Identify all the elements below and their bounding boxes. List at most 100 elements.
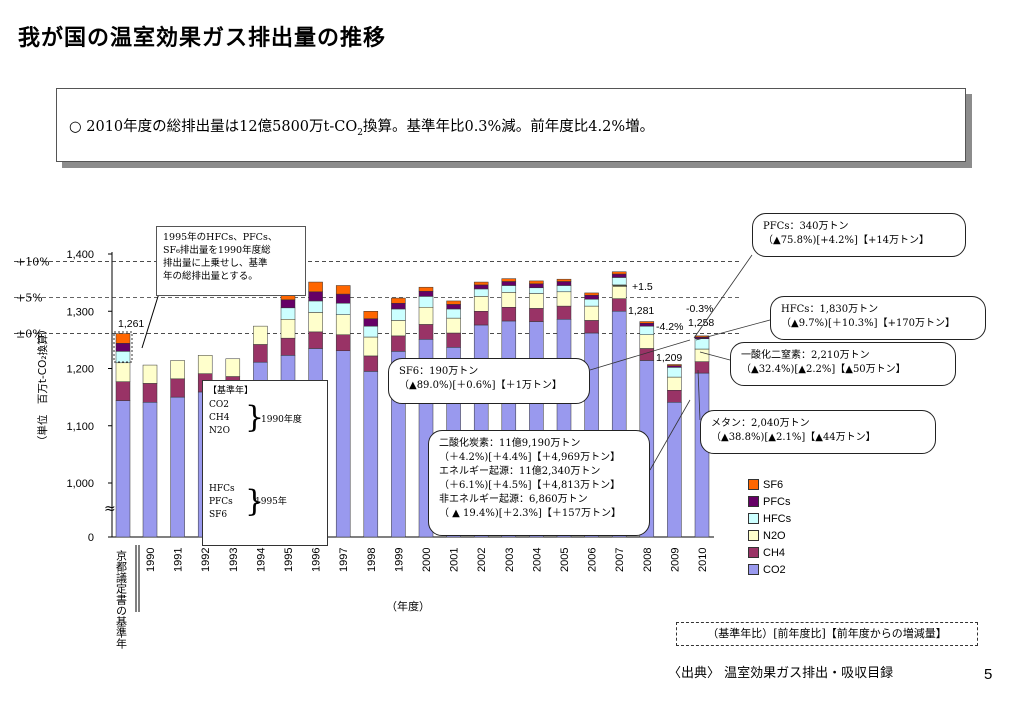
callout-line: 一酸化二窒素：2,210万トン	[741, 350, 870, 361]
x-tick-label: 1994	[255, 548, 267, 572]
bar-segment-co2	[170, 396, 185, 538]
hfcs-callout: HFCs：1,830万トン （▲9.7%)[＋10.3%]【+170万トン】	[770, 296, 986, 340]
bar-segment-ch4	[694, 361, 710, 374]
bar-segment-ch4	[473, 311, 489, 326]
x-tick-label: 1998	[366, 548, 378, 572]
chart-annotation: 1,258	[688, 317, 714, 329]
base-year-marker	[113, 331, 133, 363]
x-tick-label: 2008	[642, 548, 654, 572]
bar-segment-n2o	[667, 376, 682, 391]
bar-segment-hfcs	[446, 308, 461, 319]
bar-segment-n2o	[529, 293, 544, 309]
ch4-callout: メタン：2,040万トン （▲38.8%)[▲2.1%]【▲44万トン】	[700, 410, 936, 454]
legend-label: PFCs	[763, 495, 791, 508]
bar-segment-pfcs	[667, 365, 682, 368]
x-tick-label: 1996	[311, 548, 323, 572]
bar-segment-n2o	[142, 364, 158, 384]
bar-segment-n2o	[611, 284, 627, 299]
bar-segment-hfcs	[391, 308, 406, 321]
swatch-pfcs	[748, 496, 759, 507]
chart-annotation: +1.5	[632, 281, 653, 293]
bar-segment-pfcs	[115, 343, 131, 352]
base-year-gas: SF6	[209, 510, 228, 520]
base-year-title: 【基準年】	[208, 386, 254, 396]
callout-line: SF6：190万トン	[399, 366, 479, 377]
base-year-gas: CH4	[209, 413, 230, 423]
bar-segment-sf6	[501, 278, 517, 282]
bar-segment-co2	[667, 402, 682, 538]
legend-item-hfcs: HFCs	[748, 510, 810, 527]
page-number: 5	[984, 666, 993, 683]
sf6-callout: SF6：190万トン （▲89.0%)[＋0.6%]【＋1万トン】	[388, 358, 590, 404]
swatch-co2	[748, 564, 759, 575]
bar-segment-ch4	[308, 331, 323, 349]
bar-segment-n2o	[694, 348, 710, 362]
bar-segment-co2	[335, 350, 351, 538]
bar-segment-pfcs	[418, 290, 434, 297]
bar-segment-pfcs	[446, 304, 461, 310]
legend-item-ch4: CH4	[748, 544, 810, 561]
legend-label: CO2	[763, 563, 786, 576]
bar-segment-ch4	[501, 306, 517, 322]
x-tick-label: 2000	[421, 548, 433, 572]
note-line: 排出量に上乗せし、基準	[163, 258, 268, 269]
bar-segment-pfcs	[335, 293, 351, 304]
bar-segment-hfcs	[529, 287, 544, 294]
base-year-note: 【基準年】 CO2 CH4 N2O } 1990年度 HFCs PFCs SF6…	[202, 380, 328, 546]
bar-segment-ch4	[253, 344, 268, 363]
bar-segment-hfcs	[308, 300, 323, 313]
chart-annotation: 1,261	[118, 318, 144, 330]
bar-segment-hfcs	[611, 277, 627, 286]
bar-segment-n2o	[170, 360, 185, 380]
source-text: 〈出典〉 温室効果ガス排出・吸収目録	[668, 666, 894, 681]
callout-leader	[649, 399, 691, 471]
bar-segment-n2o	[115, 362, 131, 382]
base-year-gas: PFCs	[209, 497, 233, 507]
legend-label: SF6	[763, 478, 784, 491]
bar-segment-n2o	[308, 312, 323, 333]
bar-segment-co2	[694, 372, 710, 538]
callout-line: （ ▲ 19.4%)[＋2.3%]【＋157万トン】	[439, 508, 622, 519]
x-tick-label: 2007	[614, 548, 626, 572]
legend-item-sf6: SF6	[748, 476, 810, 493]
callout-line: （▲38.8%)[▲2.1%]【▲44万トン】	[711, 432, 876, 443]
bar-segment-sf6	[391, 297, 406, 304]
callout-leader	[699, 351, 731, 361]
bar-segment-n2o	[473, 296, 489, 312]
bar-segment-ch4	[142, 383, 158, 403]
bar-segment-sf6	[335, 285, 351, 295]
page-title: 我が国の温室効果ガス排出量の推移	[18, 26, 387, 51]
bar-segment-n2o	[584, 305, 599, 321]
bar-segment-n2o	[335, 314, 351, 335]
bar-segment-ch4	[611, 298, 627, 312]
brace-icon: }	[245, 400, 265, 435]
bar-segment-sf6	[584, 292, 599, 296]
y-axis-label: （単位 百万t-CO₂換算）	[36, 324, 49, 446]
bar-segment-hfcs	[501, 285, 517, 293]
bar-segment-pfcs	[501, 281, 517, 286]
swatch-ch4	[748, 547, 759, 558]
bar-segment-sf6	[529, 280, 544, 285]
callout-leader	[589, 339, 691, 371]
bar-segment-hfcs	[115, 351, 131, 364]
legend-note-box: （基準年比）[前年度比]【前年度からの増減量】	[676, 622, 978, 646]
bar-segment-pfcs	[308, 291, 323, 302]
bar-segment-hfcs	[335, 302, 351, 315]
y-tick-label: 1,200	[66, 364, 94, 376]
bar-segment-ch4	[170, 378, 185, 398]
x-tick-label: 2003	[504, 548, 516, 572]
base-year-group1-label: 1990年度	[261, 415, 302, 425]
bar-segment-ch4	[584, 320, 599, 334]
callout-leader	[693, 254, 753, 339]
bar-segment-hfcs	[473, 288, 489, 297]
base-year-gas: N2O	[209, 426, 230, 436]
y-tick-label: 1,000	[66, 478, 94, 490]
x-tick-label: 1993	[228, 548, 240, 572]
bar-segment-ch4	[115, 381, 131, 401]
bar-segment-n2o	[446, 317, 461, 334]
y-tick-label: 1,400	[66, 249, 94, 261]
callout-line: （＋4.2%)[＋4.4%]【＋4,969万トン】	[439, 452, 621, 463]
legend-label: HFCs	[763, 512, 792, 525]
legend-label: N2O	[763, 529, 786, 542]
callout-line: PFCs：340万トン	[763, 221, 849, 232]
